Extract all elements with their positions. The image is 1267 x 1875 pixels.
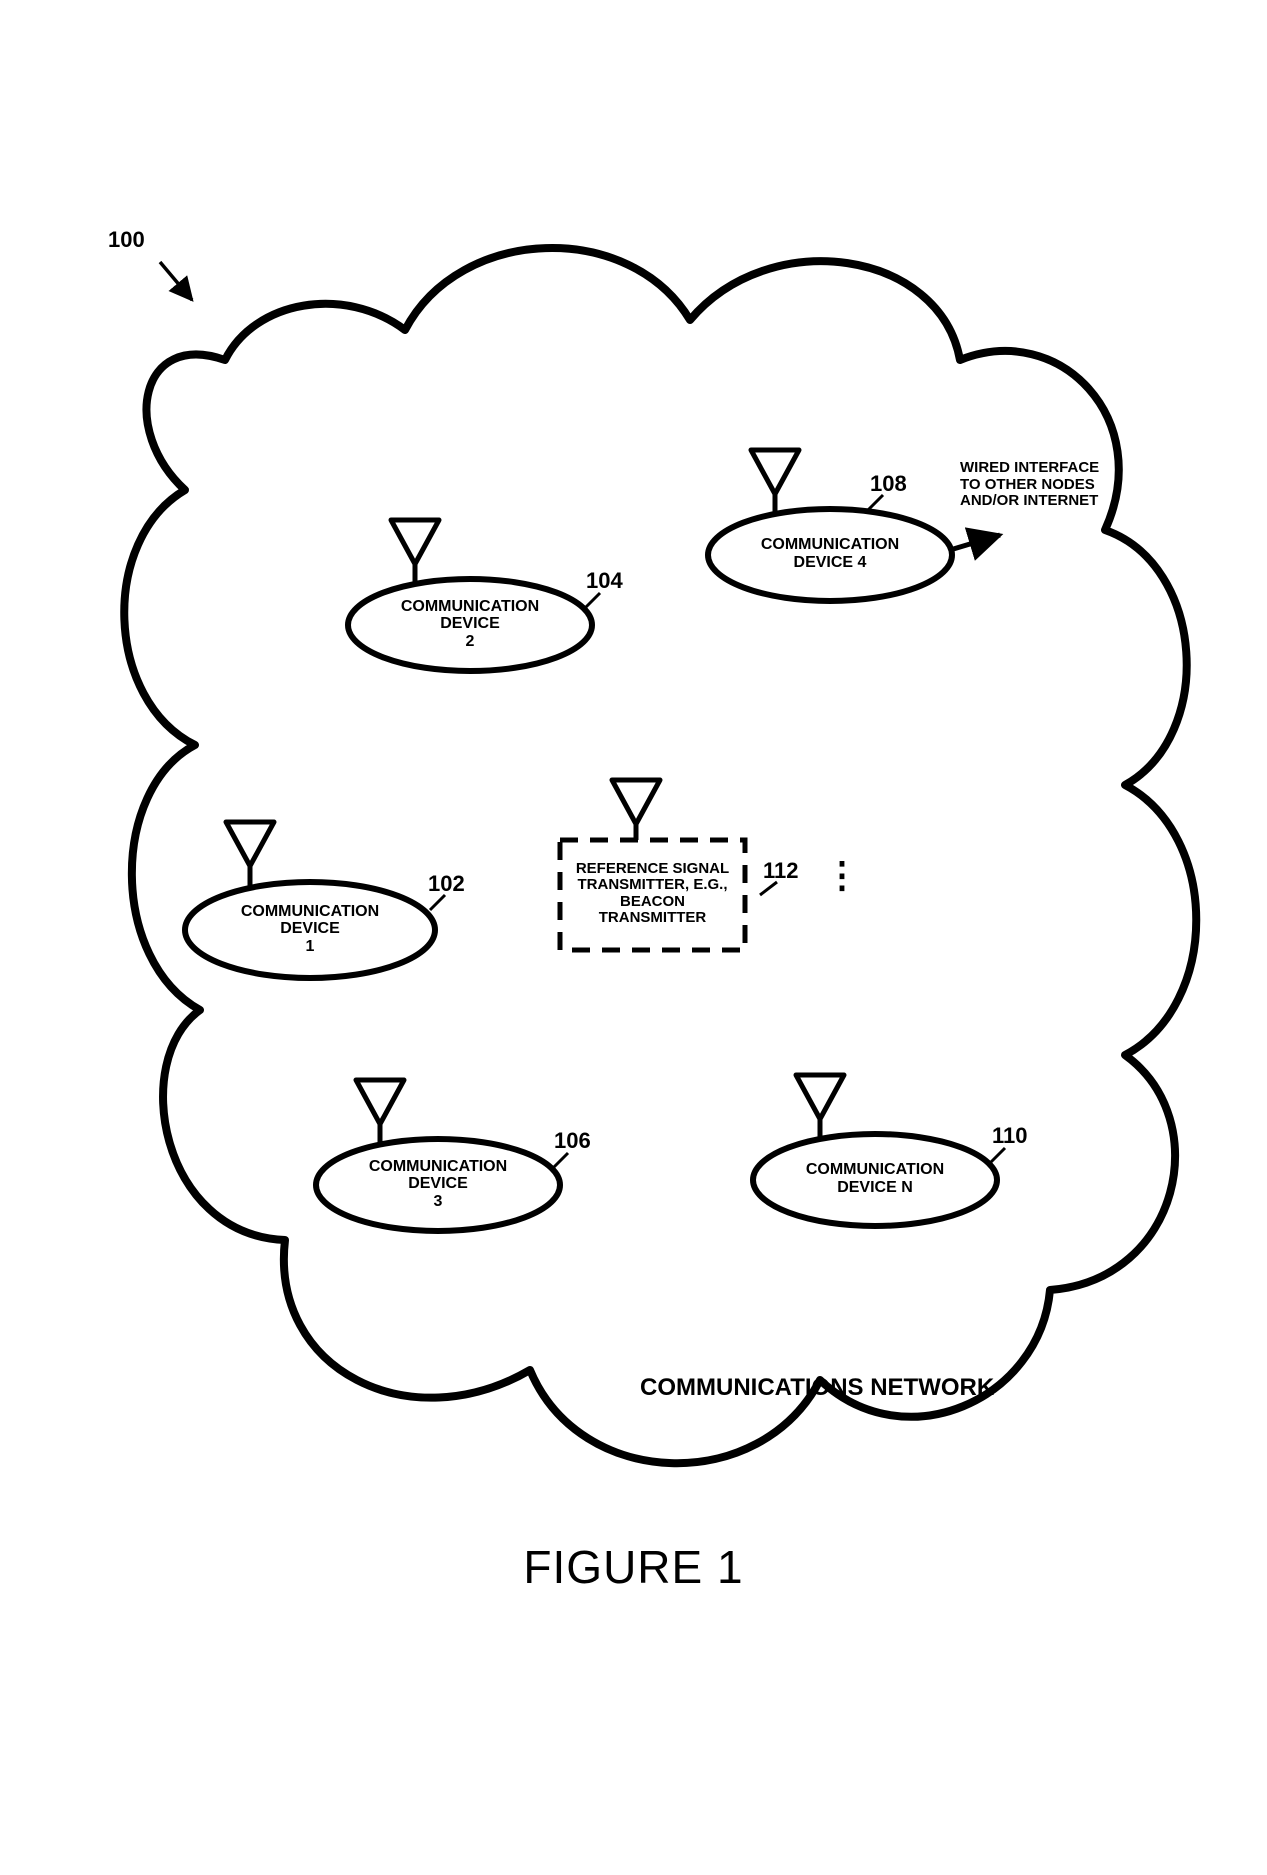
figure-caption: FIGURE 1 (0, 1540, 1267, 1594)
device-1-ref: 102 (428, 872, 465, 896)
wired-interface-arrow (950, 535, 1000, 550)
figure-root: { "figure": { "number_label": "100", "ca… (0, 0, 1267, 1875)
ellipsis-dots: ⋮ (824, 855, 860, 895)
communications-network-label: COMMUNICATIONS NETWORK (640, 1375, 994, 1401)
device-2-ref: 104 (586, 569, 623, 593)
device-N-label: COMMUNICATIONDEVICE N (753, 1161, 997, 1196)
ref-100-arrow (160, 262, 192, 300)
figure-number-100: 100 (108, 228, 145, 252)
beacon-ref: 112 (763, 859, 799, 883)
device-1-label: COMMUNICATIONDEVICE1 (185, 903, 435, 956)
wired-interface-label: WIRED INTERFACETO OTHER NODESAND/OR INTE… (960, 460, 1099, 510)
beacon-label: REFERENCE SIGNALTRANSMITTER, E.G.,BEACON… (560, 861, 745, 927)
device-3-label: COMMUNICATIONDEVICE3 (316, 1158, 560, 1211)
device-3-ref: 106 (554, 1129, 591, 1153)
device-4-label: COMMUNICATIONDEVICE 4 (708, 536, 952, 571)
device-4-ref: 108 (870, 472, 907, 496)
device-N-ref: 110 (992, 1124, 1028, 1148)
device-2-label: COMMUNICATIONDEVICE2 (348, 598, 592, 651)
